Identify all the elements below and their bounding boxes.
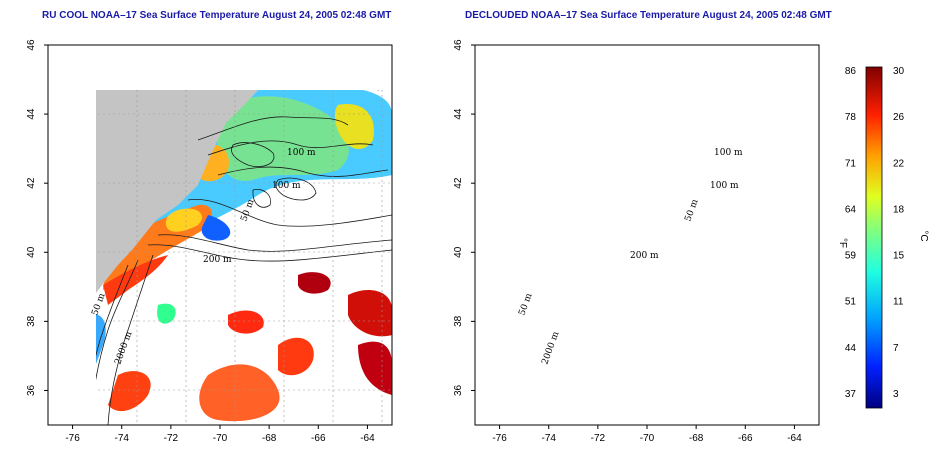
right-contour-label: 200 m [630, 251, 659, 261]
right-y-tick-label: 40 [453, 246, 464, 258]
right-map-panel: 100 m 100 m 50 m 200 m 50 m 2000 m [474, 44, 820, 426]
left-y-tick-label: 38 [26, 315, 37, 327]
left-x-tick-label: -70 [213, 433, 228, 444]
right-contour-label: 100 m [710, 181, 739, 191]
left-contour-label: 200 m [203, 255, 232, 265]
left-x-tick-label: -72 [164, 433, 179, 444]
colorbar-fahrenheit-label: 86 [845, 66, 857, 77]
left-y-tick-label: 44 [26, 108, 37, 120]
left-chart-title: RU COOL NOAA–17 Sea Surface Temperature … [42, 10, 392, 21]
right-y-tick-label: 44 [453, 108, 464, 120]
colorbar-celsius-label: 15 [893, 251, 905, 262]
right-x-tick-label: -76 [492, 433, 507, 444]
colorbar-gradient [865, 66, 883, 409]
colorbar-fahrenheit-label: 37 [845, 389, 857, 400]
right-contour-label: 100 m [714, 148, 743, 158]
left-x-tick-label: -66 [311, 433, 326, 444]
right-x-tick-label: -70 [640, 433, 655, 444]
left-x-tick-label: -74 [114, 433, 129, 444]
left-contour-label: 100 m [287, 148, 316, 158]
colorbar-fahrenheit-label: 78 [845, 112, 857, 123]
colorbar-ticks: 86 30 78 26 71 22 64 18 59 15 51 11 44 7 37 3 [845, 66, 905, 400]
colorbar-celsius-label: 3 [893, 389, 899, 400]
colorbar-fahrenheit-label: 59 [845, 251, 857, 262]
colorbar-celsius-label: 7 [893, 343, 899, 354]
left-contour-label: 100 m [272, 181, 301, 191]
left-y-tick-label: 42 [26, 177, 37, 189]
right-y-tick-label: 38 [453, 315, 464, 327]
right-x-tick-label: -64 [787, 433, 802, 444]
colorbar-celsius-label: 18 [893, 204, 905, 215]
colorbar-fahrenheit-label: 64 [845, 204, 857, 215]
right-y-tick-label: 36 [453, 384, 464, 396]
colorbar-celsius-label: 11 [893, 297, 904, 308]
left-x-tick-label: -76 [65, 433, 80, 444]
colorbar-fahrenheit-label: 71 [845, 158, 857, 169]
colorbar-celsius-label: 26 [893, 112, 905, 123]
colorbar-unit-celsius: °C [918, 230, 929, 241]
right-y-tick-label: 42 [453, 177, 464, 189]
right-chart-title: DECLOUDED NOAA–17 Sea Surface Temperatur… [465, 10, 832, 21]
axes-layer: -76 -74 -72 -70 -68 -66 -64 36 38 40 42 44 46 -76 -74 -… [26, 39, 802, 444]
colorbar-fahrenheit-label: 51 [845, 297, 857, 308]
left-y-tick-label: 46 [26, 39, 37, 51]
colorbar-celsius-label: 22 [893, 158, 905, 169]
left-map-panel: 100 m 100 m 50 m 200 m 50 m 2000 m [47, 44, 393, 426]
right-x-tick-label: -68 [689, 433, 704, 444]
left-x-tick-label: -64 [360, 433, 375, 444]
left-y-tick-label: 40 [26, 246, 37, 258]
right-x-tick-label: -74 [541, 433, 556, 444]
right-x-tick-label: -72 [591, 433, 606, 444]
colorbar: 86 30 78 26 71 22 64 18 59 15 51 11 44 7 37 3 °F °C [837, 66, 929, 409]
right-x-tick-label: -66 [738, 433, 753, 444]
colorbar-fahrenheit-label: 44 [845, 343, 857, 354]
right-y-tick-label: 46 [453, 39, 464, 51]
left-y-tick-label: 36 [26, 384, 37, 396]
colorbar-unit-fahrenheit: °F [837, 238, 848, 248]
colorbar-celsius-label: 30 [893, 66, 905, 77]
left-x-tick-label: -68 [262, 433, 277, 444]
